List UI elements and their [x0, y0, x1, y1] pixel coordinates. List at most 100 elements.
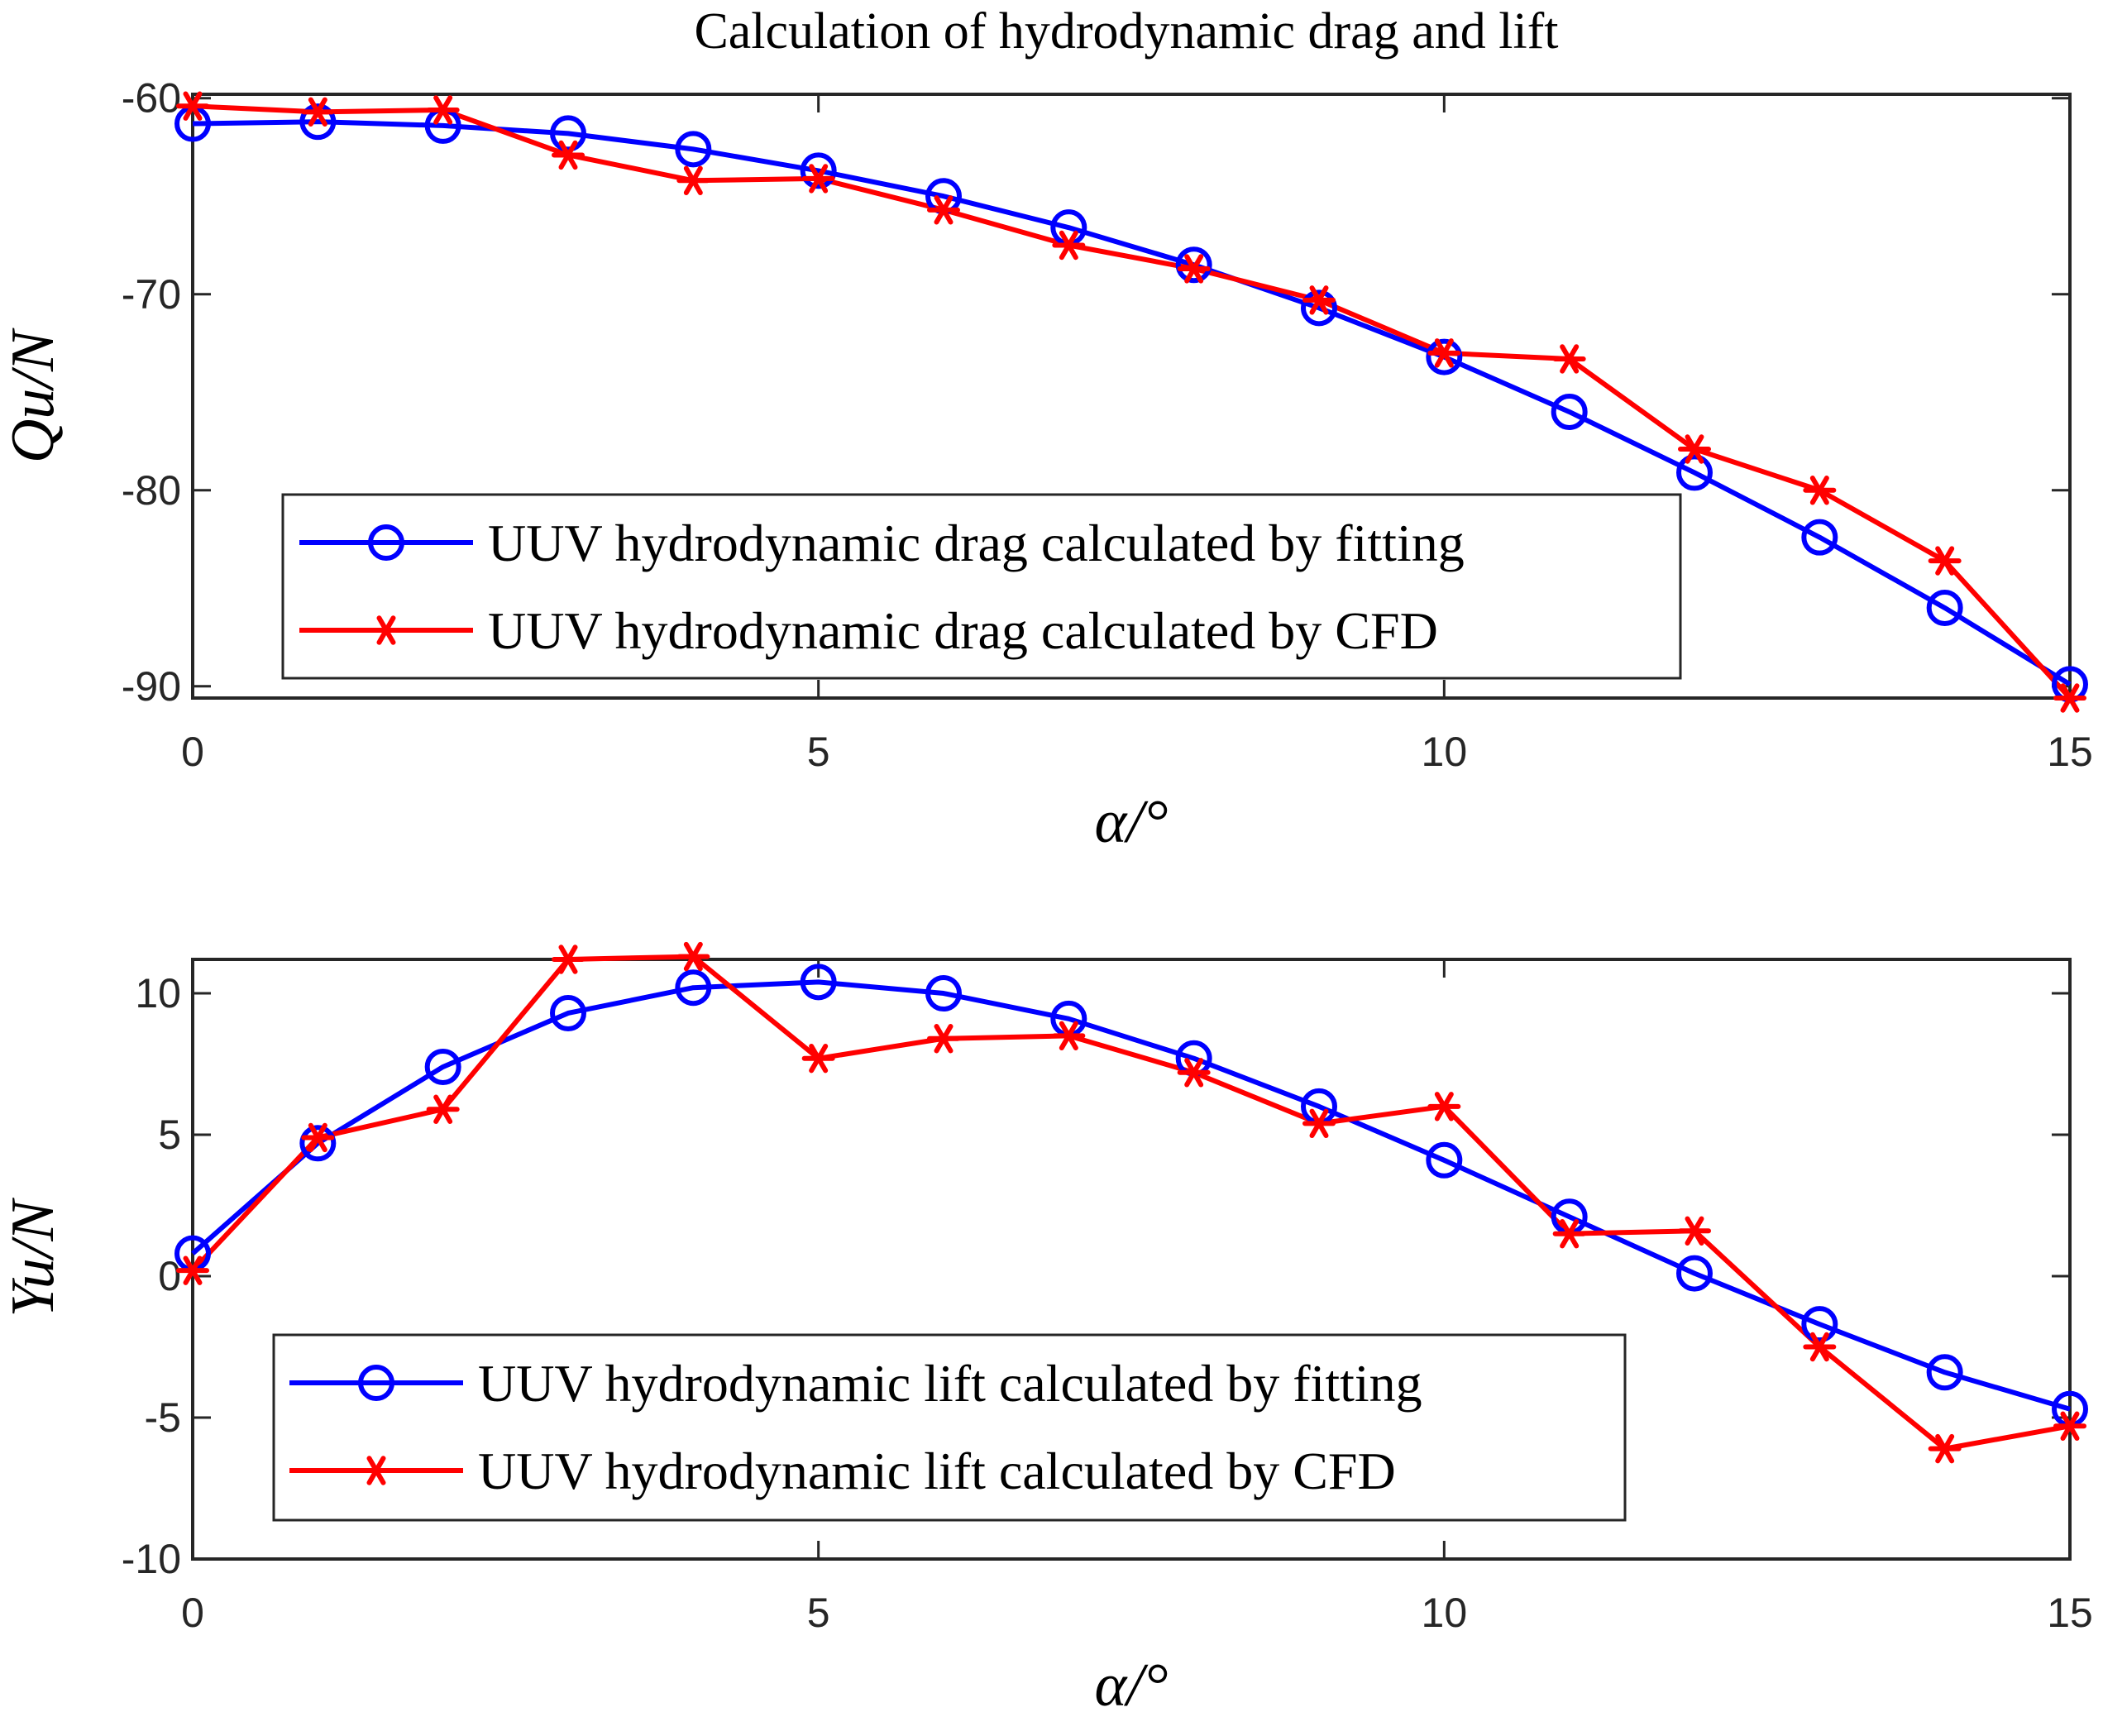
lift-cfd-point: [1928, 1433, 1962, 1464]
drag-legend-item-cfd: UUV hydrodynamic drag calculated by CFD: [299, 601, 1438, 660]
drag-cfd-point: [1177, 254, 1211, 284]
lift-legend: UUV hydrodynamic lift calculated by fitt…: [272, 1333, 1627, 1522]
drag-legend-label-fitting: UUV hydrodynamic drag calculated by fitt…: [488, 514, 1465, 572]
drag-y-tick-label: -80: [122, 467, 181, 514]
drag-fitting-point: [1801, 519, 1838, 556]
drag-series-line-cfd: [192, 103, 2072, 701]
lift-legend-asterisk-icon: [360, 1456, 393, 1485]
lift-fitting-point: [925, 975, 962, 1012]
drag-legend-asterisk-icon: [370, 615, 403, 645]
drag-fitting-point: [1551, 393, 1588, 430]
lift-fitting-point: [675, 969, 712, 1007]
lift-cfd-point: [801, 1043, 835, 1074]
drag-legend: UUV hydrodynamic drag calculated by fitt…: [281, 493, 1682, 680]
drag-x-tick-label: 0: [181, 729, 204, 775]
lift-cfd-point: [176, 1255, 209, 1285]
lift-legend-circle-icon: [358, 1365, 394, 1401]
lift-cfd-point: [1177, 1058, 1211, 1088]
drag-fitting-point: [1175, 246, 1212, 284]
lift-series-line-fitting: [191, 979, 2071, 1412]
drag-fitting-point: [1301, 289, 1337, 327]
drag-cfd-point: [1803, 476, 1837, 505]
lift-cfd-point: [1052, 1021, 1086, 1051]
drag-plot: 0 5 10 15 -60 -70 -80 -90 α/° Qu/N UUV hydrodyn…: [0, 75, 2093, 856]
lift-plot-markers: [174, 941, 2088, 1464]
lift-y-tick-label: -10: [122, 1536, 181, 1582]
drag-cfd-point: [1928, 546, 1962, 576]
drag-cfd-point: [426, 95, 460, 125]
drag-legend-item-fitting: UUV hydrodynamic drag calculated by fitt…: [299, 514, 1465, 572]
drag-y-tick-label: -60: [122, 75, 181, 122]
lift-fitting-point: [424, 1048, 461, 1085]
lift-cfd-point: [927, 1024, 960, 1054]
drag-fitting-point: [1426, 338, 1463, 375]
drag-plot-markers: [174, 91, 2088, 713]
drag-cfd-point: [176, 91, 209, 121]
lift-cfd-point: [1803, 1332, 1837, 1362]
lift-cfd-point: [426, 1094, 460, 1124]
lift-cfd-point: [301, 1122, 335, 1153]
drag-cfd-point: [1552, 344, 1586, 374]
drag-cfd-point: [801, 164, 835, 194]
drag-plot-lines: [192, 103, 2072, 701]
lift-y-tick-label: 5: [158, 1112, 181, 1158]
drag-y-tick-label: -70: [122, 271, 181, 318]
lift-cfd-point: [2053, 1411, 2086, 1441]
lift-fitting-point: [550, 994, 586, 1031]
lift-cfd-point: [1552, 1219, 1586, 1249]
lift-cfd-point: [552, 945, 585, 974]
lift-legend-box: [272, 1333, 1627, 1522]
lift-y-tick-label: 10: [135, 970, 181, 1016]
lift-y-axis-label: Yu/N: [0, 1198, 67, 1318]
drag-cfd-point: [1302, 285, 1336, 315]
drag-cfd-point: [1427, 338, 1461, 368]
drag-fitting-point: [800, 152, 837, 189]
lift-x-tick-label: 0: [181, 1590, 204, 1636]
chart-title: Calculation of hydrodynamic drag and lif…: [694, 3, 1558, 60]
lift-legend-item-fitting: UUV hydrodynamic lift calculated by fitt…: [289, 1354, 1422, 1413]
lift-cfd-point: [676, 941, 710, 972]
drag-fitting-point: [1676, 454, 1713, 491]
drag-x-tick-label: 15: [2047, 729, 2093, 775]
lift-fitting-point: [800, 964, 837, 1001]
lift-plot-lines: [190, 954, 2071, 1451]
drag-cfd-point: [676, 165, 710, 195]
lift-x-axis-label: α/°: [1095, 1652, 1169, 1719]
lift-plot-frame: [191, 958, 2072, 1561]
drag-x-tick-label: 10: [1422, 729, 1468, 775]
drag-y-axis-label: Qu/N: [0, 328, 67, 463]
drag-x-tick-label: 5: [807, 729, 830, 775]
lift-fitting-point: [1426, 1141, 1463, 1179]
lift-legend-label-fitting: UUV hydrodynamic lift calculated by fitt…: [478, 1354, 1422, 1413]
lift-fitting-point: [1801, 1306, 1838, 1343]
drag-plot-frame: [191, 93, 2072, 700]
lift-x-tick-label: 15: [2047, 1590, 2093, 1636]
drag-plot-ticks: 0 5 10 15 -60 -70 -80 -90: [122, 75, 2093, 775]
drag-cfd-point: [2053, 683, 2086, 713]
drag-cfd-point: [1678, 434, 1711, 464]
lift-x-tick-label: 10: [1422, 1590, 1468, 1636]
drag-fitting-point: [675, 131, 712, 168]
lift-cfd-point: [1427, 1092, 1461, 1121]
drag-legend-box: [281, 493, 1682, 680]
drag-cfd-point: [927, 195, 960, 225]
drag-cfd-point: [552, 140, 585, 170]
lift-fitting-point: [1926, 1354, 1963, 1391]
lift-fitting-point: [299, 1125, 337, 1162]
drag-series-line-fitting: [192, 119, 2072, 686]
drag-legend-label-cfd: UUV hydrodynamic drag calculated by CFD: [488, 601, 1438, 660]
drag-y-tick-label: -90: [122, 663, 181, 710]
lift-x-tick-label: 5: [807, 1590, 830, 1636]
drag-fitting-point: [299, 103, 337, 141]
drag-fitting-point: [1926, 589, 1963, 626]
lift-cfd-point: [1678, 1216, 1711, 1246]
drag-cfd-point: [1052, 230, 1086, 261]
lift-y-tick-label: -5: [145, 1394, 181, 1441]
drag-legend-circle-icon: [368, 524, 404, 561]
lift-fitting-point: [1676, 1255, 1713, 1292]
drag-cfd-point: [301, 97, 335, 127]
lift-legend-item-cfd: UUV hydrodynamic lift calculated by CFD: [289, 1442, 1396, 1500]
lift-series-line-cfd: [190, 954, 2071, 1451]
